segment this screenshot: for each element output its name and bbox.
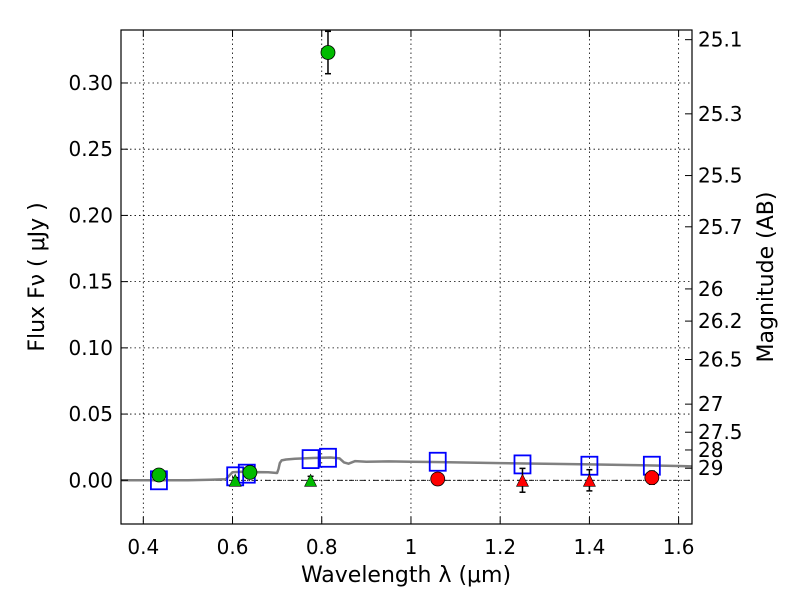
x-tick-label: 0.4 <box>127 535 159 559</box>
upper-limit-point <box>582 473 596 487</box>
y-tick-label: 0.05 <box>68 402 113 426</box>
y2-tick-label: 25.5 <box>698 164 743 188</box>
y-tick-label: 0.10 <box>68 336 113 360</box>
x-axis-ticks: 0.4 0.6 0.8 1 1.2 1.4 1.6 <box>127 30 695 559</box>
y2-tick-label: 25.3 <box>698 102 743 126</box>
plot-frame <box>120 29 693 525</box>
x-axis-label: Wavelength λ (μm) <box>301 563 511 588</box>
y-tick-label: 0.20 <box>68 203 113 227</box>
detection-point <box>151 467 167 483</box>
y2-axis-label: Magnitude (AB) <box>754 192 779 363</box>
y2-tick-label: 25.7 <box>698 215 743 239</box>
y2-tick-label: 27 <box>698 392 723 416</box>
upper-limit-point <box>304 473 318 487</box>
y2-tick-label: 26 <box>698 277 723 301</box>
y-tick-label: 0.00 <box>68 468 113 492</box>
y2-tick-label: 29 <box>698 456 723 480</box>
y2-tick-label: 26.2 <box>698 309 743 333</box>
y2-tick-label: 25.1 <box>698 28 743 52</box>
model-point <box>301 449 320 470</box>
x-tick-label: 1.6 <box>663 535 695 559</box>
x-tick-label: 1 <box>405 535 418 559</box>
detection-point <box>430 471 446 487</box>
model-point <box>319 447 337 468</box>
detection-point <box>644 470 660 486</box>
y-axis-ticks: 0.00 0.05 0.10 0.15 0.20 0.25 0.30 <box>68 71 128 492</box>
x-tick-label: 1.2 <box>484 535 516 559</box>
upper-limit-point <box>228 473 242 487</box>
y2-tick-label: 27.5 <box>698 420 743 444</box>
data-marks <box>150 30 661 493</box>
y-tick-label: 0.15 <box>68 270 113 294</box>
x-tick-label: 1.4 <box>573 535 605 559</box>
x-tick-label: 0.8 <box>306 535 338 559</box>
y-tick-label: 0.30 <box>68 71 113 95</box>
y-tick-label: 0.25 <box>68 137 113 161</box>
detection-point <box>320 45 336 60</box>
upper-limit-point <box>515 473 529 487</box>
y-axis-label: Flux Fν ( μJy ) <box>25 202 50 351</box>
detection-point <box>242 464 258 480</box>
model-point <box>428 451 447 472</box>
x-tick-label: 0.6 <box>217 535 249 559</box>
y2-tick-label: 28 <box>698 438 723 462</box>
y2-tick-label: 26.5 <box>698 348 743 372</box>
